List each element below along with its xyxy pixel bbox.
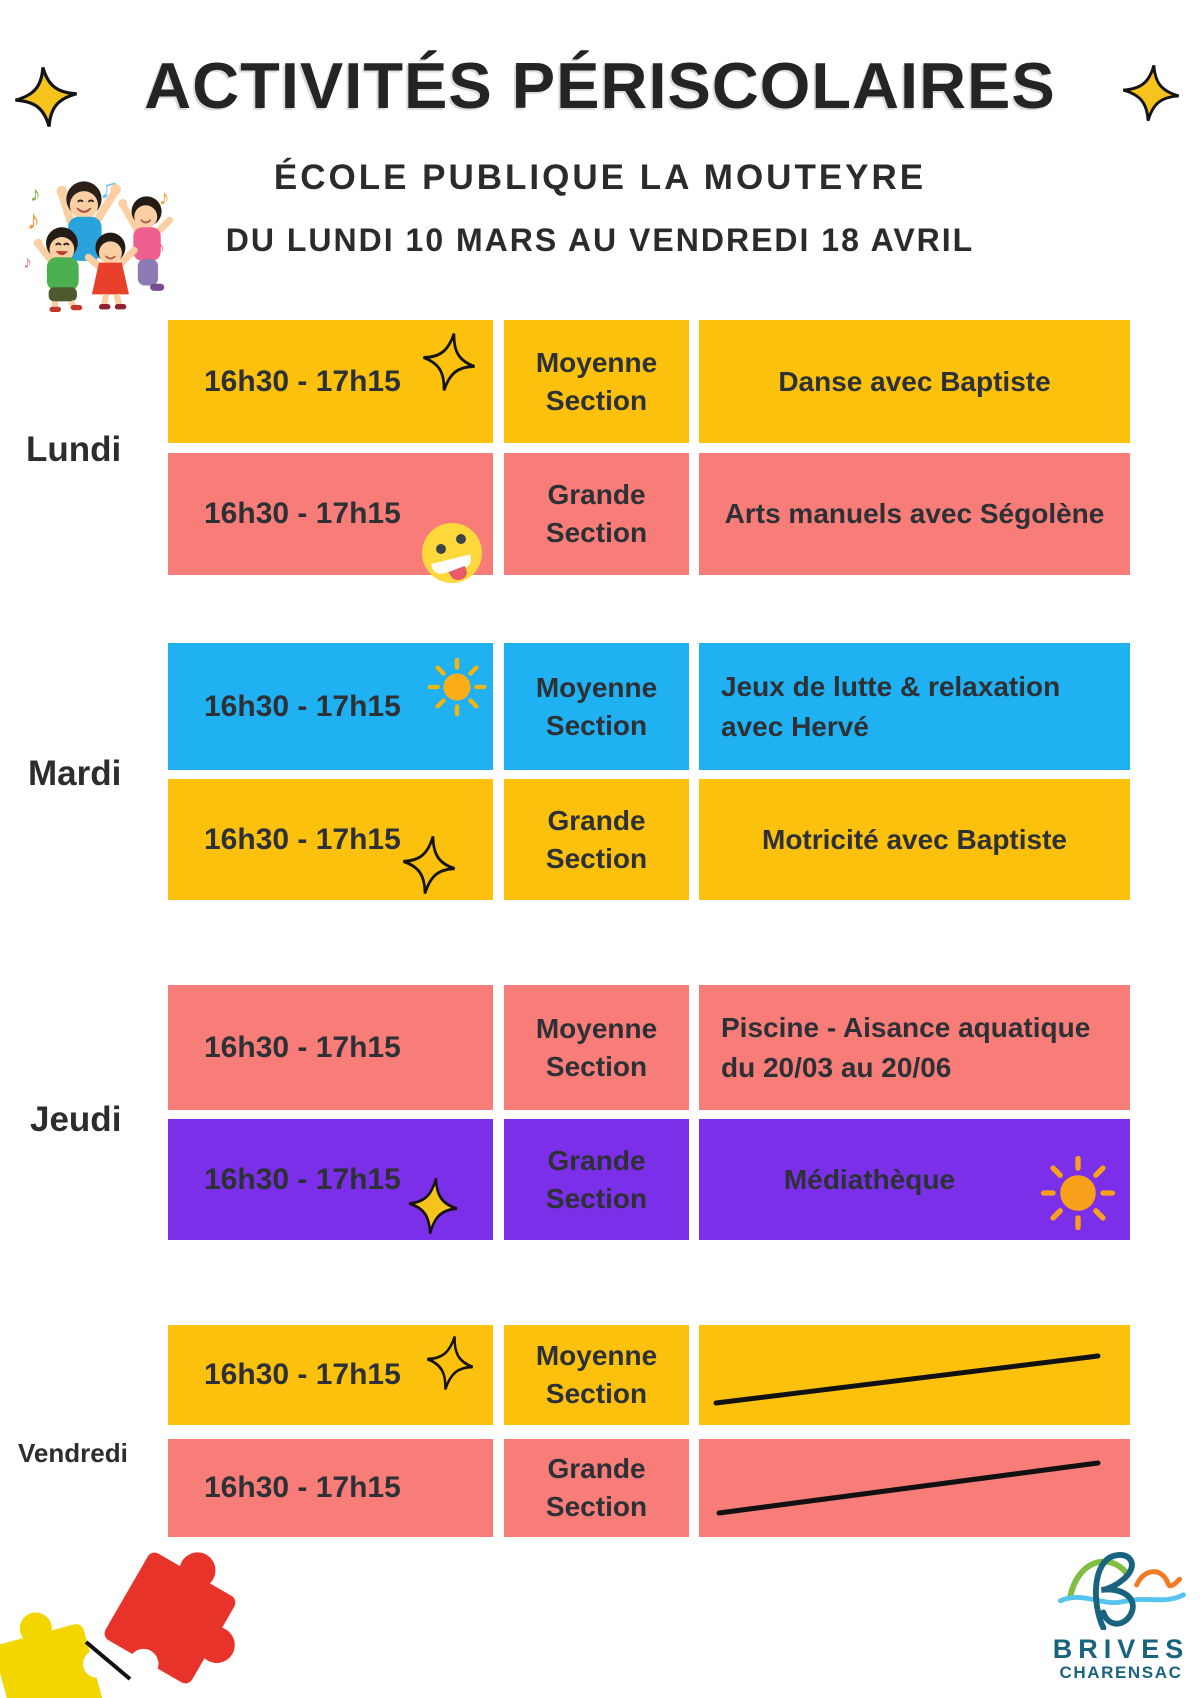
music-note-icon: ♪ [23,252,32,272]
activity-cell: Danse avec Baptiste [699,320,1130,443]
schedule-row: 16h30 - 17h15 Grande Section [0,1439,1200,1537]
brand-name: BRIVES [1052,1634,1190,1664]
time-text: 16h30 - 17h15 [204,1471,401,1504]
yellow-puzzle-piece [0,1612,112,1698]
brives-logo: BRIVES CHARENSAC [1046,1546,1196,1684]
section-cell: Moyenne Section [504,320,689,443]
music-note-icon: ♪ [30,183,41,206]
schedule-row: 16h30 - 17h15 Grande Section Médiathèque [0,1119,1200,1240]
brives-logo-mark [1058,1552,1186,1631]
time-cell: 16h30 - 17h15 [168,1119,493,1240]
activity-text: Médiathèque [783,1163,956,1195]
no-activity-line [713,1353,1101,1406]
section-cell: Moyenne Section [504,643,689,770]
time-cell: 16h30 - 17h15 [168,1325,493,1425]
time-text: 16h30 - 17h15 [204,1358,401,1391]
time-text: 16h30 - 17h15 [204,1030,401,1064]
activity-cell: Jeux de lutte & relaxation avec Hervé [699,643,1130,770]
schedule-row: 16h30 - 17h15 Grande Section Arts manuel… [0,453,1200,583]
child-figure [56,181,121,261]
puzzle-pieces-illustration [0,1552,236,1698]
activity-cell: Arts manuels avec Ségolène [699,453,1130,575]
school-name: ÉCOLE PUBLIQUE LA MOUTEYRE [273,158,927,197]
sun-icon [1040,1155,1116,1231]
time-text: 16h30 - 17h15 [204,689,401,723]
red-puzzle-piece [104,1552,236,1684]
activity-cell: Médiathèque [699,1119,1130,1240]
sparkle-icon [402,836,456,894]
schedule-row: 16h30 - 17h15 Moyenne Section Danse avec… [0,320,1200,443]
gold-sparkle-icon [408,1177,458,1235]
time-text: 16h30 - 17h15 [204,497,401,530]
no-activity-line [716,1460,1101,1516]
activity-cell: Piscine - Aisance aquatique du 20/03 au … [699,985,1130,1110]
no-activity-cell [699,1325,1130,1425]
child-figure [33,227,83,312]
day-label-vendredi: Vendredi [18,1438,128,1468]
time-text: 16h30 - 17h15 [204,364,401,398]
schedule-row: 16h30 - 17h15 Moyenne Section Jeux de lu… [0,643,1200,770]
day-label-lundi: Lundi [26,430,122,469]
sun-icon [427,657,487,717]
time-text: 16h30 - 17h15 [204,822,401,856]
music-note-icon: ♪ [159,186,170,209]
smiley-tongue-icon [422,523,482,583]
time-cell: 16h30 - 17h15 [168,320,493,443]
sparkle-icon [1122,64,1180,122]
time-cell: 16h30 - 17h15 [168,1439,493,1537]
child-figure [118,196,174,291]
music-note-icon: ♪ [27,205,40,235]
schedule-row: 16h30 - 17h15 Moyenne Section [0,1325,1200,1425]
section-cell: Grande Section [504,779,689,900]
no-activity-cell [699,1439,1130,1537]
schedule-row: 16h30 - 17h15 Grande Section Motricité a… [0,779,1200,900]
page-title: ACTIVITÉS PÉRISCOLAIRES [144,49,1056,122]
section-cell: Moyenne Section [504,985,689,1110]
time-cell: 16h30 - 17h15 [168,985,493,1110]
activity-cell: Motricité avec Baptiste [699,779,1130,900]
sparkle-icon [426,1336,474,1390]
section-cell: Grande Section [504,453,689,575]
section-cell: Grande Section [504,1439,689,1537]
pencil-line [84,1640,132,1681]
date-range: DU LUNDI 10 MARS AU VENDREDI 18 AVRIL [225,222,975,258]
sparkle-icon [15,66,77,128]
children-dancing-illustration: ♪ ♪ ♫ ♪ ♪ ♪ [23,173,174,312]
day-label-mardi: Mardi [28,754,122,793]
time-text: 16h30 - 17h15 [204,1162,401,1196]
time-cell: 16h30 - 17h15 [168,453,493,583]
section-cell: Moyenne Section [504,1325,689,1425]
child-figure [84,232,138,310]
brand-subname: CHARENSAC [1059,1663,1183,1683]
day-label-jeudi: Jeudi [30,1100,122,1139]
sparkle-icon [422,333,476,391]
section-cell: Grande Section [504,1119,689,1240]
schedule-row: 16h30 - 17h15 Moyenne Section Piscine - … [0,985,1200,1110]
time-cell: 16h30 - 17h15 [168,779,493,900]
time-cell: 16h30 - 17h15 [168,643,493,770]
